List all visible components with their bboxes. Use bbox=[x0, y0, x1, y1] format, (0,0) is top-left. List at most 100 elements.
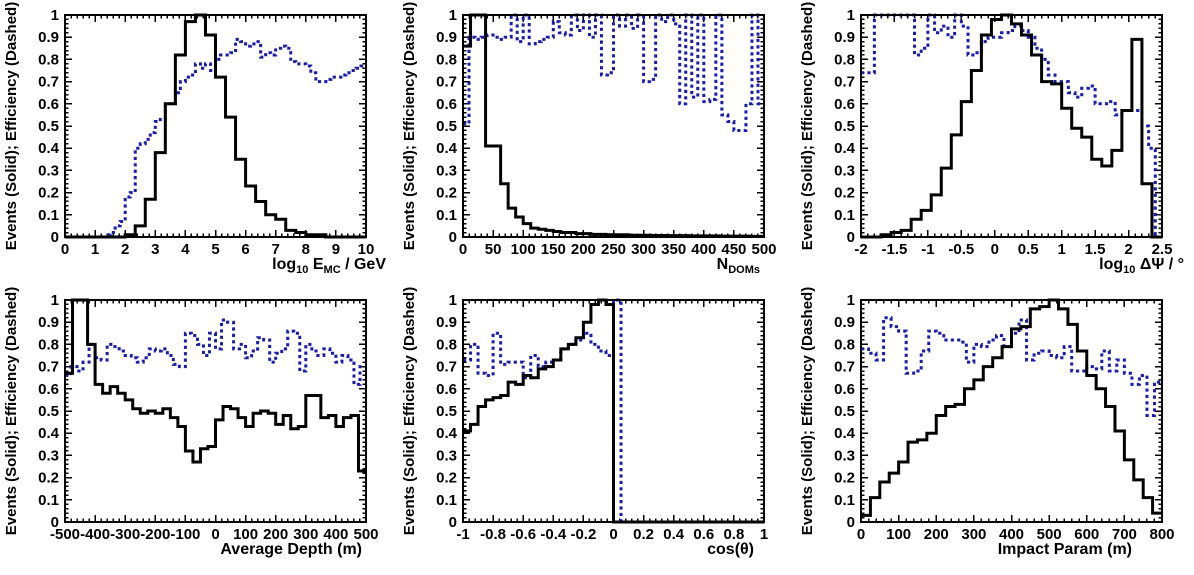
x-tick-label: 250 bbox=[601, 241, 626, 258]
y-tick-label: 0.3 bbox=[38, 447, 59, 464]
y-tick-label: 0.1 bbox=[38, 207, 59, 224]
x-tick-label: 200 bbox=[263, 526, 288, 543]
x-tick-label: 200 bbox=[924, 526, 949, 543]
y-tick-label: 0.7 bbox=[834, 74, 855, 91]
x-tick-label: 800 bbox=[1149, 526, 1174, 543]
x-tick-label: 10 bbox=[358, 241, 375, 258]
x-tick-label: 0 bbox=[61, 241, 69, 258]
y-tick-label: 0.4 bbox=[436, 140, 458, 157]
dashed-histogram-efficiency bbox=[463, 13, 764, 132]
dashed-histogram-efficiency bbox=[65, 318, 366, 386]
tick-labels: 0 1 2 3 4 5 6 7 8 9 1000.10.20.30.40.50.60.70.80.9… bbox=[38, 7, 374, 258]
panel-ndoms: 0 50 100 150 200 250 300 350 400 450 500 0 0.1 0.2 0.3… bbox=[398, 0, 796, 285]
x-tick-label: 5 bbox=[211, 241, 219, 258]
y-tick-label: 0.9 bbox=[436, 314, 457, 331]
x-tick-label: -0.2 bbox=[570, 526, 596, 543]
x-tick-label: 0.8 bbox=[723, 526, 744, 543]
y-tick-label: 0.6 bbox=[38, 381, 59, 398]
plot-frame bbox=[64, 299, 367, 523]
y-tick-label: 0.4 bbox=[834, 140, 856, 157]
ndoms-plot: 0 50 100 150 200 250 300 350 400 450 50000.10.20.3… bbox=[401, 2, 777, 276]
x-axis-title: cos(θ) bbox=[707, 541, 754, 558]
log10-energy-plot: 0 1 2 3 4 5 6 7 8 9 1000.10.20.30.40.50.60.70.80.9… bbox=[3, 2, 386, 276]
panel-log10-energy: 0 1 2 3 4 5 6 7 8 9 10 0 0.1 0.2 0.3 0.4 0.5 0.6 0.7 0.8 0.9… bbox=[0, 0, 398, 285]
solid-histogram-events bbox=[861, 13, 1162, 239]
y-tick-label: 0.6 bbox=[38, 96, 59, 113]
y-tick-label: 0.8 bbox=[834, 336, 855, 353]
solid-histogram-events bbox=[65, 13, 366, 239]
plot-frame bbox=[462, 299, 765, 523]
y-tick-label: 0.7 bbox=[834, 359, 855, 376]
y-tick-label: 0.3 bbox=[38, 162, 59, 179]
x-tick-label: 0 bbox=[459, 241, 467, 258]
x-tick-label: 400 bbox=[691, 241, 716, 258]
y-tick-label: 0.8 bbox=[38, 51, 59, 68]
y-tick-label: 0.7 bbox=[38, 359, 59, 376]
panel-log10-deltapsi: -2 -1.5 -1 -0.5 0 0.5 1 1.5 2 2.5 0 0.1 0.2 0.3 0.4 0.5… bbox=[796, 0, 1194, 285]
y-tick-label: 0.5 bbox=[436, 403, 457, 420]
x-tick-label: 50 bbox=[485, 241, 502, 258]
x-tick-label: 6 bbox=[241, 241, 249, 258]
y-axis-title: Events (Solid); Efficiency (Dashed) bbox=[401, 2, 418, 250]
dashed-histogram-efficiency bbox=[861, 316, 1162, 417]
y-axis-title: Events (Solid); Efficiency (Dashed) bbox=[799, 287, 816, 535]
x-tick-label: 0.6 bbox=[693, 526, 714, 543]
y-tick-label: 1 bbox=[449, 7, 457, 24]
y-tick-label: 0.7 bbox=[436, 359, 457, 376]
x-tick-label: -0.4 bbox=[540, 526, 567, 543]
y-tick-label: 0.2 bbox=[436, 185, 457, 202]
x-tick-label: 400 bbox=[999, 526, 1024, 543]
x-axis-title: log10 ΔΨ / ° bbox=[1099, 256, 1184, 276]
x-axis-title: log10 EMC / GeV bbox=[272, 256, 386, 276]
x-tick-label: 2 bbox=[121, 241, 129, 258]
x-tick-label: 0.5 bbox=[1018, 241, 1039, 258]
x-tick-label: 9 bbox=[332, 241, 340, 258]
y-tick-label: 1 bbox=[847, 7, 855, 24]
x-tick-label: 2 bbox=[1124, 241, 1132, 258]
plot-frame bbox=[462, 14, 765, 238]
x-tick-label: -300 bbox=[110, 526, 140, 543]
y-tick-label: 0.2 bbox=[834, 470, 855, 487]
y-tick-label: 0.3 bbox=[834, 162, 855, 179]
y-tick-label: 0.3 bbox=[436, 162, 457, 179]
y-tick-label: 0 bbox=[449, 229, 457, 246]
y-tick-label: 0.8 bbox=[834, 51, 855, 68]
plot-frame bbox=[860, 299, 1163, 523]
y-axis-title: Events (Solid); Efficiency (Dashed) bbox=[799, 2, 816, 250]
x-tick-label: 3 bbox=[151, 241, 159, 258]
x-tick-label: -0.6 bbox=[510, 526, 536, 543]
solid-histogram-events bbox=[65, 298, 366, 473]
x-tick-label: -200 bbox=[140, 526, 170, 543]
x-tick-label: -100 bbox=[170, 526, 200, 543]
dashed-histogram-efficiency bbox=[65, 37, 366, 239]
y-tick-label: 0.9 bbox=[834, 314, 855, 331]
x-tick-label: -0.5 bbox=[948, 241, 974, 258]
y-axis-title: Events (Solid); Efficiency (Dashed) bbox=[401, 287, 418, 535]
x-tick-label: 8 bbox=[302, 241, 310, 258]
x-axis-title: NDOMs bbox=[717, 256, 760, 276]
x-tick-label: 7 bbox=[272, 241, 280, 258]
y-tick-label: 0.9 bbox=[38, 314, 59, 331]
y-tick-label: 1 bbox=[449, 292, 457, 309]
y-tick-label: 0.4 bbox=[38, 140, 60, 157]
x-tick-label: 350 bbox=[661, 241, 686, 258]
y-tick-label: 0.5 bbox=[38, 403, 59, 420]
solid-histogram-events bbox=[463, 13, 764, 238]
x-tick-label: -400 bbox=[80, 526, 110, 543]
x-tick-label: -1 bbox=[921, 241, 934, 258]
y-tick-label: 1 bbox=[51, 292, 59, 309]
x-tick-label: 300 bbox=[631, 241, 656, 258]
tick-labels: 0 50 100 150 200 250 300 350 400 450 50000.10.20.3… bbox=[436, 7, 776, 258]
tick-labels: -1 -0.8 -0.6 -0.4 -0.2 0 0.2 0.4 0.6 0.8 1 0 0.1 0.2 0… bbox=[436, 292, 768, 543]
y-tick-label: 0.3 bbox=[834, 447, 855, 464]
y-tick-label: 0.6 bbox=[436, 96, 457, 113]
x-axis-title: Impact Param (m) bbox=[998, 541, 1132, 558]
x-tick-label: 500 bbox=[353, 526, 378, 543]
y-tick-label: 1 bbox=[847, 292, 855, 309]
y-tick-label: 0.1 bbox=[436, 207, 457, 224]
y-tick-label: 0 bbox=[449, 514, 457, 531]
y-tick-label: 0.9 bbox=[834, 29, 855, 46]
y-tick-label: 0.2 bbox=[834, 185, 855, 202]
y-tick-label: 0 bbox=[847, 229, 855, 246]
x-tick-label: 1 bbox=[1057, 241, 1065, 258]
